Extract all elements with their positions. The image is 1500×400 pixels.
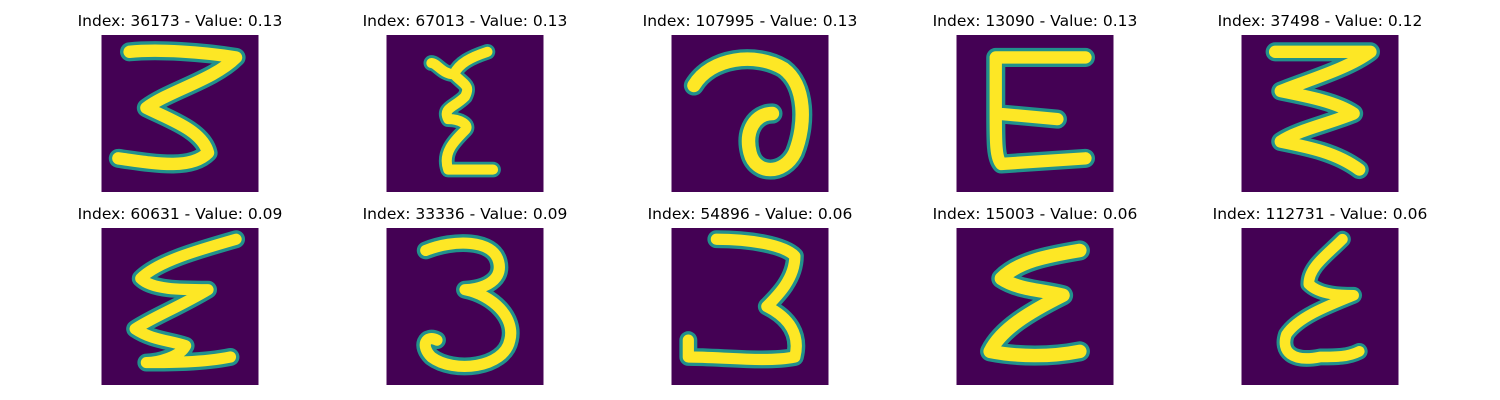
handwritten-glyph-image (956, 35, 1114, 192)
panel-title: Index: 112731 - Value: 0.06 (1212, 205, 1428, 223)
handwritten-glyph-image (386, 228, 544, 385)
panel-title: Index: 107995 - Value: 0.13 (642, 12, 858, 30)
panel-title: Index: 54896 - Value: 0.06 (647, 205, 853, 223)
panel-title: Index: 13090 - Value: 0.13 (932, 12, 1138, 30)
panel-title: Index: 67013 - Value: 0.13 (362, 12, 568, 30)
handwritten-glyph-image (956, 228, 1114, 385)
handwritten-glyph-image (1241, 228, 1399, 385)
handwritten-glyph-image (101, 35, 259, 192)
handwritten-glyph-image (671, 228, 829, 385)
panel-title: Index: 33336 - Value: 0.09 (362, 205, 568, 223)
panel-title: Index: 15003 - Value: 0.06 (932, 205, 1138, 223)
handwritten-glyph-image (671, 35, 829, 192)
handwritten-glyph-image (1241, 35, 1399, 192)
handwritten-glyph-image (386, 35, 544, 192)
panel-title: Index: 36173 - Value: 0.13 (77, 12, 283, 30)
panel-title: Index: 37498 - Value: 0.12 (1217, 12, 1423, 30)
handwritten-glyph-image (101, 228, 259, 385)
panel-title: Index: 60631 - Value: 0.09 (77, 205, 283, 223)
